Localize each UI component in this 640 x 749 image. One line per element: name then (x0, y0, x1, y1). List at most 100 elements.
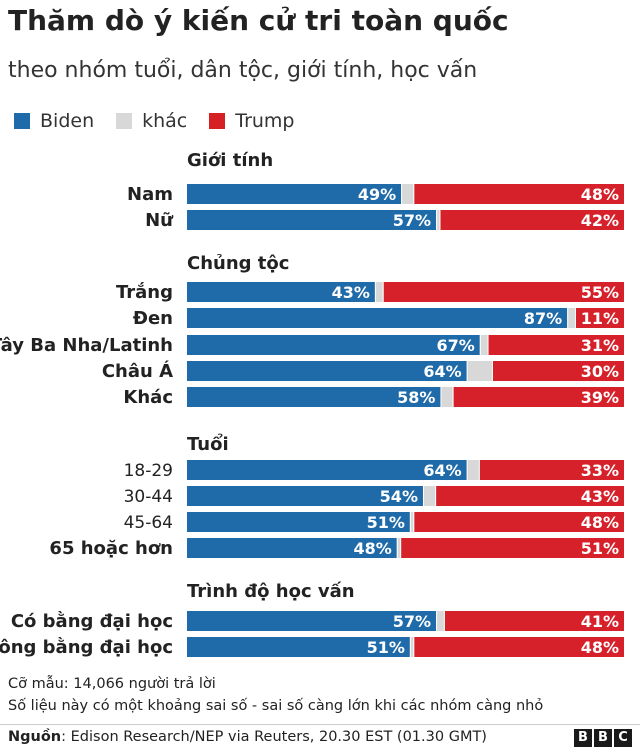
legend-item-other: khác (116, 110, 187, 132)
bar-separator (400, 538, 402, 558)
category-label: 18-29 (124, 461, 173, 481)
group-header: Chủng tộc (187, 253, 289, 274)
data-label-trump: 48% (581, 185, 619, 204)
legend: Biden khác Trump (14, 109, 317, 133)
bar-trump (383, 282, 624, 302)
data-label-trump: 51% (581, 539, 619, 558)
bar-separator (396, 538, 398, 558)
bar-biden (187, 308, 568, 328)
data-label-trump: 43% (581, 487, 619, 506)
data-label-biden: 57% (393, 211, 431, 230)
data-label-biden: 54% (380, 487, 418, 506)
source-label: Nguồn (8, 729, 62, 745)
bar-separator (440, 387, 442, 407)
category-label: Có bằng đại học (11, 611, 173, 632)
data-label-biden: 87% (524, 309, 562, 328)
bar-separator (436, 210, 438, 230)
legend-swatch-other (116, 113, 133, 129)
legend-swatch-trump (209, 113, 226, 129)
bar-biden (187, 486, 423, 506)
bar-biden (187, 210, 437, 230)
group-header: Tuổi (187, 433, 229, 455)
bar-trump (492, 361, 624, 381)
bbc-logo: B B C (572, 729, 632, 747)
bar-biden (187, 335, 480, 355)
data-label-biden: 51% (367, 513, 405, 532)
category-label: 65 hoặc hơn (49, 538, 173, 559)
data-label-biden: 58% (397, 388, 435, 407)
bar-biden (187, 538, 397, 558)
bar-separator (422, 486, 424, 506)
bar-trump (575, 308, 624, 328)
data-label-biden: 64% (423, 461, 461, 480)
category-label: Nam (127, 184, 173, 205)
stacked-bar-chart: Giới tính 49% 48% Nam 57% 42% Nữ Chủng tộc 43% 55… (0, 150, 624, 658)
bar-separator (409, 512, 411, 532)
bar-trump (440, 210, 624, 230)
bar-separator (478, 460, 480, 480)
category-label: 30-44 (124, 487, 173, 507)
bar-separator (439, 210, 441, 230)
bar-separator (567, 308, 569, 328)
bar-separator (491, 361, 493, 381)
bar-separator (413, 184, 415, 204)
bar-separator (374, 282, 376, 302)
bar-biden (187, 361, 467, 381)
bar-separator (443, 611, 445, 631)
legend-item-trump: Trump (209, 110, 295, 132)
bar-biden (187, 387, 441, 407)
bar-trump (414, 637, 624, 657)
data-label-trump: 11% (581, 309, 619, 328)
bar-separator (435, 486, 437, 506)
data-label-biden: 48% (353, 539, 391, 558)
data-label-trump: 42% (581, 211, 619, 230)
bar-separator (382, 282, 384, 302)
bar-separator (466, 361, 468, 381)
legend-label-biden: Biden (40, 110, 95, 132)
bar-separator (479, 335, 481, 355)
category-label: Nữ (145, 210, 174, 231)
source-text: : Edison Research/NEP via Reuters, 20.30… (61, 729, 487, 745)
sample-size-note: Cỡ mẫu: 14,066 người trả lời (8, 676, 216, 692)
category-label: Tây Ba Nha/Latinh (0, 335, 173, 356)
legend-swatch-biden (14, 113, 30, 129)
bar-trump (414, 512, 624, 532)
bar-trump (414, 184, 624, 204)
data-label-trump: 33% (581, 461, 619, 480)
category-label: Không bằng đại học (0, 637, 173, 658)
chart-subtitle: theo nhóm tuổi, dân tộc, giới tính, học … (8, 58, 478, 83)
bar-biden (187, 637, 410, 657)
bar-biden (187, 512, 410, 532)
bar-separator (452, 387, 454, 407)
category-label: Trắng (116, 282, 173, 303)
category-label: Châu Á (102, 360, 173, 382)
bar-separator (487, 335, 489, 355)
category-label: 45-64 (124, 513, 173, 533)
bar-trump (453, 387, 624, 407)
bar-separator (436, 611, 438, 631)
category-label: Khác (123, 387, 173, 408)
legend-label-other: khác (142, 110, 188, 132)
bar-trump (488, 335, 624, 355)
group-header: Giới tính (187, 150, 273, 171)
data-label-biden: 67% (436, 336, 474, 355)
chart-title: Thăm dò ý kiến cử tri toàn quốc (8, 4, 509, 37)
data-label-trump: 39% (581, 388, 619, 407)
bar-separator (466, 460, 468, 480)
bar-biden (187, 611, 437, 631)
data-label-trump: 48% (581, 513, 619, 532)
bar-biden (187, 460, 467, 480)
bar-biden (187, 184, 402, 204)
data-label-biden: 49% (358, 185, 396, 204)
legend-label-trump: Trump (235, 110, 295, 132)
bar-separator (409, 637, 411, 657)
data-label-trump: 31% (581, 336, 619, 355)
category-label: Đen (133, 308, 173, 329)
bar-biden (187, 282, 375, 302)
bar-separator (401, 184, 403, 204)
bar-separator (413, 637, 415, 657)
bar-trump (479, 460, 624, 480)
data-label-biden: 64% (423, 362, 461, 381)
bar-separator (574, 308, 576, 328)
footer-divider (0, 724, 640, 725)
